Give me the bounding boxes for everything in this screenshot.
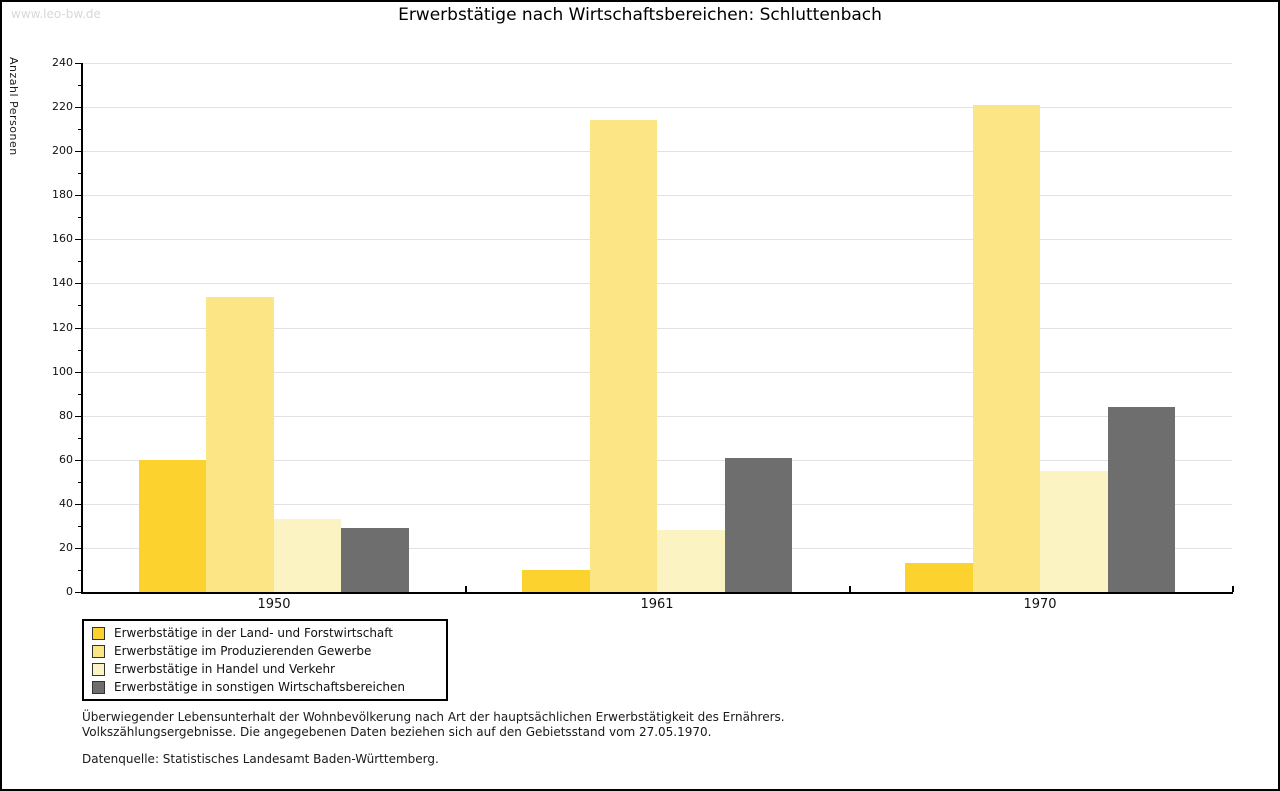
y-tick-label: 240: [52, 56, 73, 69]
y-tick-label: 140: [52, 276, 73, 289]
bar-1961-s2: [657, 530, 725, 592]
bar-1961-s1: [589, 120, 657, 592]
bar-1970-s0: [905, 563, 973, 592]
y-minor-tick: [78, 85, 82, 86]
y-major-tick: [75, 283, 82, 284]
legend-swatch: [92, 644, 105, 658]
bar-1970-s1: [972, 104, 1041, 592]
y-gridline: [83, 195, 1232, 196]
legend-label: Erwerbstätige in sonstigen Wirtschaftsbe…: [114, 680, 406, 694]
x-boundary-tick: [1232, 586, 1234, 592]
legend-swatch: [92, 662, 105, 676]
legend-swatch: [92, 680, 105, 694]
y-tick-label: 200: [52, 144, 73, 157]
data-source-text: Datenquelle: Statistisches Landesamt Bad…: [82, 752, 439, 766]
bar-1970-s2: [1040, 470, 1108, 592]
y-gridline: [83, 151, 1232, 152]
x-boundary-tick: [849, 586, 851, 592]
bar-1970-s3: [1107, 406, 1176, 592]
y-major-tick: [75, 592, 82, 593]
legend-item: Erwerbstätige in Handel und Verkehr: [92, 661, 446, 677]
y-tick-label: 180: [52, 188, 73, 201]
bar-1950-s1: [206, 296, 274, 592]
y-tick-label: 0: [66, 585, 73, 598]
y-major-tick: [75, 63, 82, 64]
bar-1950-s3: [341, 528, 409, 592]
y-major-tick: [75, 195, 82, 196]
y-axis-line: [81, 63, 83, 594]
y-major-tick: [75, 239, 82, 240]
y-minor-tick: [78, 305, 82, 306]
y-major-tick: [75, 460, 82, 461]
x-category-label: 1961: [640, 597, 674, 612]
footnote-line-2: Volkszählungsergebnisse. Die angegebenen…: [82, 724, 712, 739]
x-boundary-tick: [465, 586, 467, 592]
y-tick-label: 60: [59, 453, 73, 466]
y-minor-tick: [78, 350, 82, 351]
y-minor-tick: [78, 570, 82, 571]
legend-label: Erwerbstätige im Produzierenden Gewerbe: [114, 644, 372, 658]
y-gridline: [83, 416, 1232, 417]
y-tick-label: 20: [59, 541, 73, 554]
y-minor-tick: [78, 217, 82, 218]
footnote-text: Überwiegender Lebensunterhalt der Wohnbe…: [82, 710, 785, 739]
y-major-tick: [75, 107, 82, 108]
bar-1961-s0: [522, 570, 590, 592]
y-gridline: [83, 107, 1232, 108]
x-category-label: 1970: [1023, 597, 1057, 612]
y-minor-tick: [78, 173, 82, 174]
legend-item: Erwerbstätige im Produzierenden Gewerbe: [92, 643, 446, 659]
footnote-line-1: Überwiegender Lebensunterhalt der Wohnbe…: [82, 710, 785, 724]
bar-1950-s2: [273, 519, 342, 592]
y-gridline: [83, 504, 1232, 505]
legend-label: Erwerbstätige in Handel und Verkehr: [114, 662, 335, 676]
bar-1950-s0: [138, 459, 207, 593]
y-tick-label: 100: [52, 365, 73, 378]
y-major-tick: [75, 548, 82, 549]
x-category-label: 1950: [257, 597, 291, 612]
legend-box: Erwerbstätige in der Land- und Forstwirt…: [82, 619, 448, 701]
y-gridline: [83, 239, 1232, 240]
y-tick-label: 120: [52, 321, 73, 334]
y-minor-tick: [78, 394, 82, 395]
y-tick-label: 160: [52, 232, 73, 245]
y-tick-label: 40: [59, 497, 73, 510]
y-gridline: [83, 63, 1232, 64]
y-tick-label: 80: [59, 409, 73, 422]
legend-label: Erwerbstätige in der Land- und Forstwirt…: [114, 626, 393, 640]
y-minor-tick: [78, 261, 82, 262]
y-minor-tick: [78, 482, 82, 483]
y-gridline: [83, 372, 1232, 373]
legend-swatch: [92, 626, 105, 640]
y-gridline: [83, 328, 1232, 329]
y-gridline: [83, 283, 1232, 284]
y-major-tick: [75, 151, 82, 152]
legend-item: Erwerbstätige in sonstigen Wirtschaftsbe…: [92, 679, 446, 695]
y-major-tick: [75, 372, 82, 373]
y-gridline: [83, 460, 1232, 461]
chart-title: Erwerbstätige nach Wirtschaftsbereichen:…: [398, 5, 882, 25]
y-major-tick: [75, 416, 82, 417]
legend-item: Erwerbstätige in der Land- und Forstwirt…: [92, 625, 446, 641]
y-tick-label: 220: [52, 100, 73, 113]
y-minor-tick: [78, 526, 82, 527]
y-major-tick: [75, 328, 82, 329]
x-axis-line: [81, 592, 1233, 594]
bar-1961-s3: [724, 457, 792, 592]
y-minor-tick: [78, 438, 82, 439]
y-axis-title: Anzahl Personen: [7, 57, 20, 156]
watermark-leo-bw: www.leo-bw.de: [11, 7, 101, 21]
y-major-tick: [75, 504, 82, 505]
y-minor-tick: [78, 129, 82, 130]
